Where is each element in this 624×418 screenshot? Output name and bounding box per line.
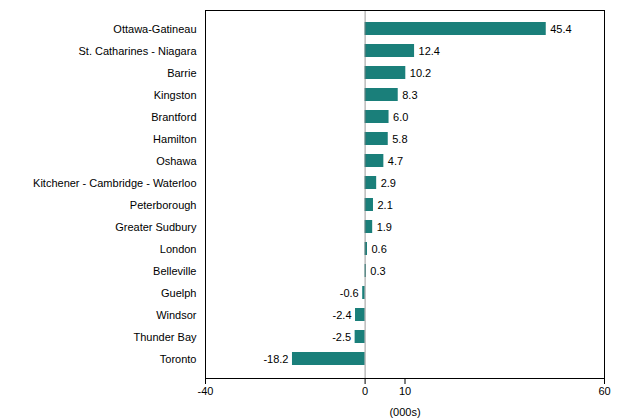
svg-text:Kingston: Kingston: [154, 89, 197, 101]
svg-text:0: 0: [362, 385, 368, 397]
svg-text:Toronto: Toronto: [160, 353, 197, 365]
svg-text:45.4: 45.4: [550, 23, 571, 35]
svg-text:10: 10: [399, 385, 411, 397]
svg-text:London: London: [160, 243, 197, 255]
svg-text:12.4: 12.4: [419, 45, 440, 57]
svg-text:Kitchener - Cambridge - Waterl: Kitchener - Cambridge - Waterloo: [33, 177, 196, 189]
svg-text:1.9: 1.9: [377, 221, 392, 233]
svg-text:Greater Sudbury: Greater Sudbury: [115, 221, 197, 233]
svg-text:4.7: 4.7: [388, 155, 403, 167]
svg-text:60: 60: [598, 385, 610, 397]
svg-text:6.0: 6.0: [393, 111, 408, 123]
svg-text:2.1: 2.1: [377, 199, 392, 211]
svg-text:-0.6: -0.6: [340, 287, 359, 299]
svg-text:(000s): (000s): [389, 406, 420, 418]
svg-text:-40: -40: [198, 385, 214, 397]
svg-text:Brantford: Brantford: [151, 111, 196, 123]
svg-text:Peterborough: Peterborough: [130, 199, 197, 211]
svg-text:Belleville: Belleville: [153, 265, 196, 277]
svg-text:10.2: 10.2: [410, 67, 431, 79]
svg-text:Windsor: Windsor: [156, 309, 197, 321]
svg-text:Guelph: Guelph: [161, 287, 196, 299]
svg-text:Oshawa: Oshawa: [156, 155, 197, 167]
svg-text:St. Catharines - Niagara: St. Catharines - Niagara: [79, 45, 198, 57]
svg-text:Thunder Bay: Thunder Bay: [134, 331, 197, 343]
svg-text:8.3: 8.3: [402, 89, 417, 101]
svg-text:0.3: 0.3: [370, 265, 385, 277]
svg-text:Barrie: Barrie: [167, 67, 196, 79]
svg-text:-2.5: -2.5: [332, 331, 351, 343]
svg-text:-2.4: -2.4: [333, 309, 352, 321]
svg-text:Ottawa-Gatineau: Ottawa-Gatineau: [113, 23, 196, 35]
svg-text:0.6: 0.6: [371, 243, 386, 255]
svg-text:5.8: 5.8: [392, 133, 407, 145]
svg-text:-18.2: -18.2: [263, 353, 288, 365]
svg-text:2.9: 2.9: [381, 177, 396, 189]
svg-text:Hamilton: Hamilton: [153, 133, 196, 145]
